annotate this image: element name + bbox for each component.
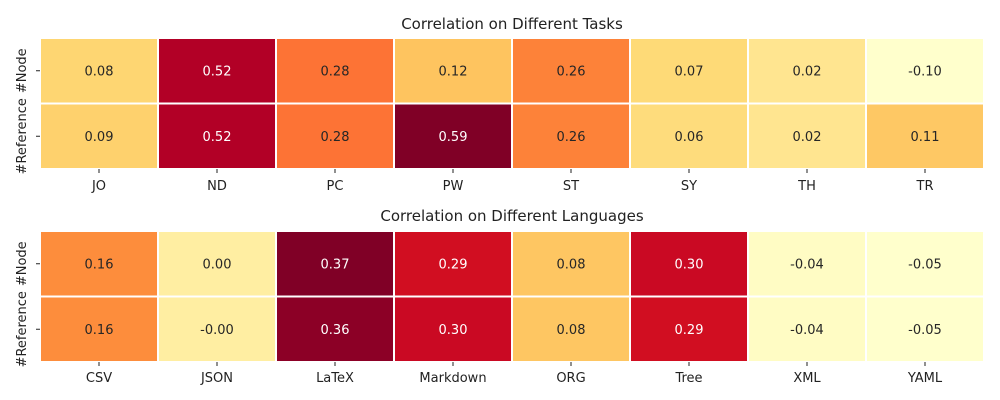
x-tick-label: SY	[681, 179, 697, 194]
heatmap-cell	[393, 102, 513, 170]
cell-value-label: -0.10	[908, 64, 942, 79]
heatmap-cell	[157, 102, 277, 170]
x-tick-label: Tree	[674, 371, 702, 386]
cell-value-label: 0.16	[85, 323, 114, 338]
y-tick-label: #Node	[15, 241, 30, 286]
heatmap-cell	[511, 230, 631, 298]
x-tick-label: XML	[793, 371, 821, 386]
heatmap-cell	[865, 230, 985, 298]
x-tick-label: ORG	[556, 371, 585, 386]
heatmap-cell	[629, 295, 749, 363]
cell-value-label: -0.04	[790, 323, 824, 338]
cell-value-label: 0.06	[675, 130, 704, 145]
x-tick-label: JO	[91, 179, 106, 194]
cell-value-label: 0.29	[439, 257, 468, 272]
cell-value-label: 0.29	[675, 323, 704, 338]
cell-value-label: -0.05	[908, 257, 942, 272]
x-tick-label: PC	[327, 179, 344, 194]
cell-value-label: 0.30	[439, 323, 468, 338]
heatmap-cell	[629, 37, 749, 105]
cell-value-label: 0.08	[85, 64, 114, 79]
x-tick-label: ST	[563, 179, 579, 194]
y-tick-label: #Reference	[15, 291, 30, 367]
cell-value-label: 0.52	[203, 64, 232, 79]
cell-value-label: 0.52	[203, 130, 232, 145]
y-tick-label: #Reference	[15, 98, 30, 174]
cell-value-label: -0.00	[200, 323, 234, 338]
cell-value-label: 0.02	[793, 130, 822, 145]
heatmap-cell	[275, 295, 395, 363]
cell-value-label: 0.36	[321, 323, 350, 338]
x-tick-label: YAML	[907, 371, 943, 386]
cell-value-label: 0.26	[557, 130, 586, 145]
cell-value-label: 0.11	[911, 130, 940, 145]
cell-value-label: 0.30	[675, 257, 704, 272]
cell-value-label: 0.28	[321, 130, 350, 145]
cell-value-label: 0.00	[203, 257, 232, 272]
cell-value-label: 0.12	[439, 64, 468, 79]
cell-value-label: 0.16	[85, 257, 114, 272]
x-tick-label: PW	[443, 179, 464, 194]
cell-value-label: 0.37	[321, 257, 350, 272]
cell-value-label: 0.28	[321, 64, 350, 79]
cell-value-label: -0.04	[790, 257, 824, 272]
cell-value-label: 0.08	[557, 323, 586, 338]
heatmap-cell	[511, 295, 631, 363]
heatmap-cell	[865, 102, 985, 170]
y-tick-label: #Node	[15, 48, 30, 93]
cell-value-label: 0.59	[439, 130, 468, 145]
heatmap-cell	[393, 230, 513, 298]
cell-value-label: 0.09	[85, 130, 114, 145]
heatmap-cell	[157, 230, 277, 298]
heatmap-cell	[39, 295, 159, 363]
x-tick-label: LaTeX	[316, 371, 354, 386]
chart-title: Correlation on Different Tasks	[401, 15, 623, 33]
heatmap-cell	[157, 37, 277, 105]
chart-title: Correlation on Different Languages	[380, 207, 643, 225]
cell-value-label: 0.26	[557, 64, 586, 79]
x-tick-label: CSV	[86, 371, 112, 386]
cell-value-label: -0.05	[908, 323, 942, 338]
x-tick-label: JSON	[200, 371, 233, 386]
heatmap-panel-2: Correlation on Different Languages 0.16 0.…	[15, 207, 985, 386]
cell-value-label: 0.02	[793, 64, 822, 79]
x-tick-label: Markdown	[419, 371, 486, 386]
cell-value-label: 0.07	[675, 64, 704, 79]
heatmap-cell	[629, 102, 749, 170]
x-tick-label: TH	[797, 179, 816, 194]
heatmap-cell	[865, 37, 985, 105]
heatmap-cell	[393, 295, 513, 363]
heatmap-panel-1: Correlation on Different Tasks 0.08 0.52 0.…	[15, 15, 985, 194]
x-tick-label: TR	[916, 179, 934, 194]
x-tick-label: ND	[207, 179, 227, 194]
cell-value-label: 0.08	[557, 257, 586, 272]
